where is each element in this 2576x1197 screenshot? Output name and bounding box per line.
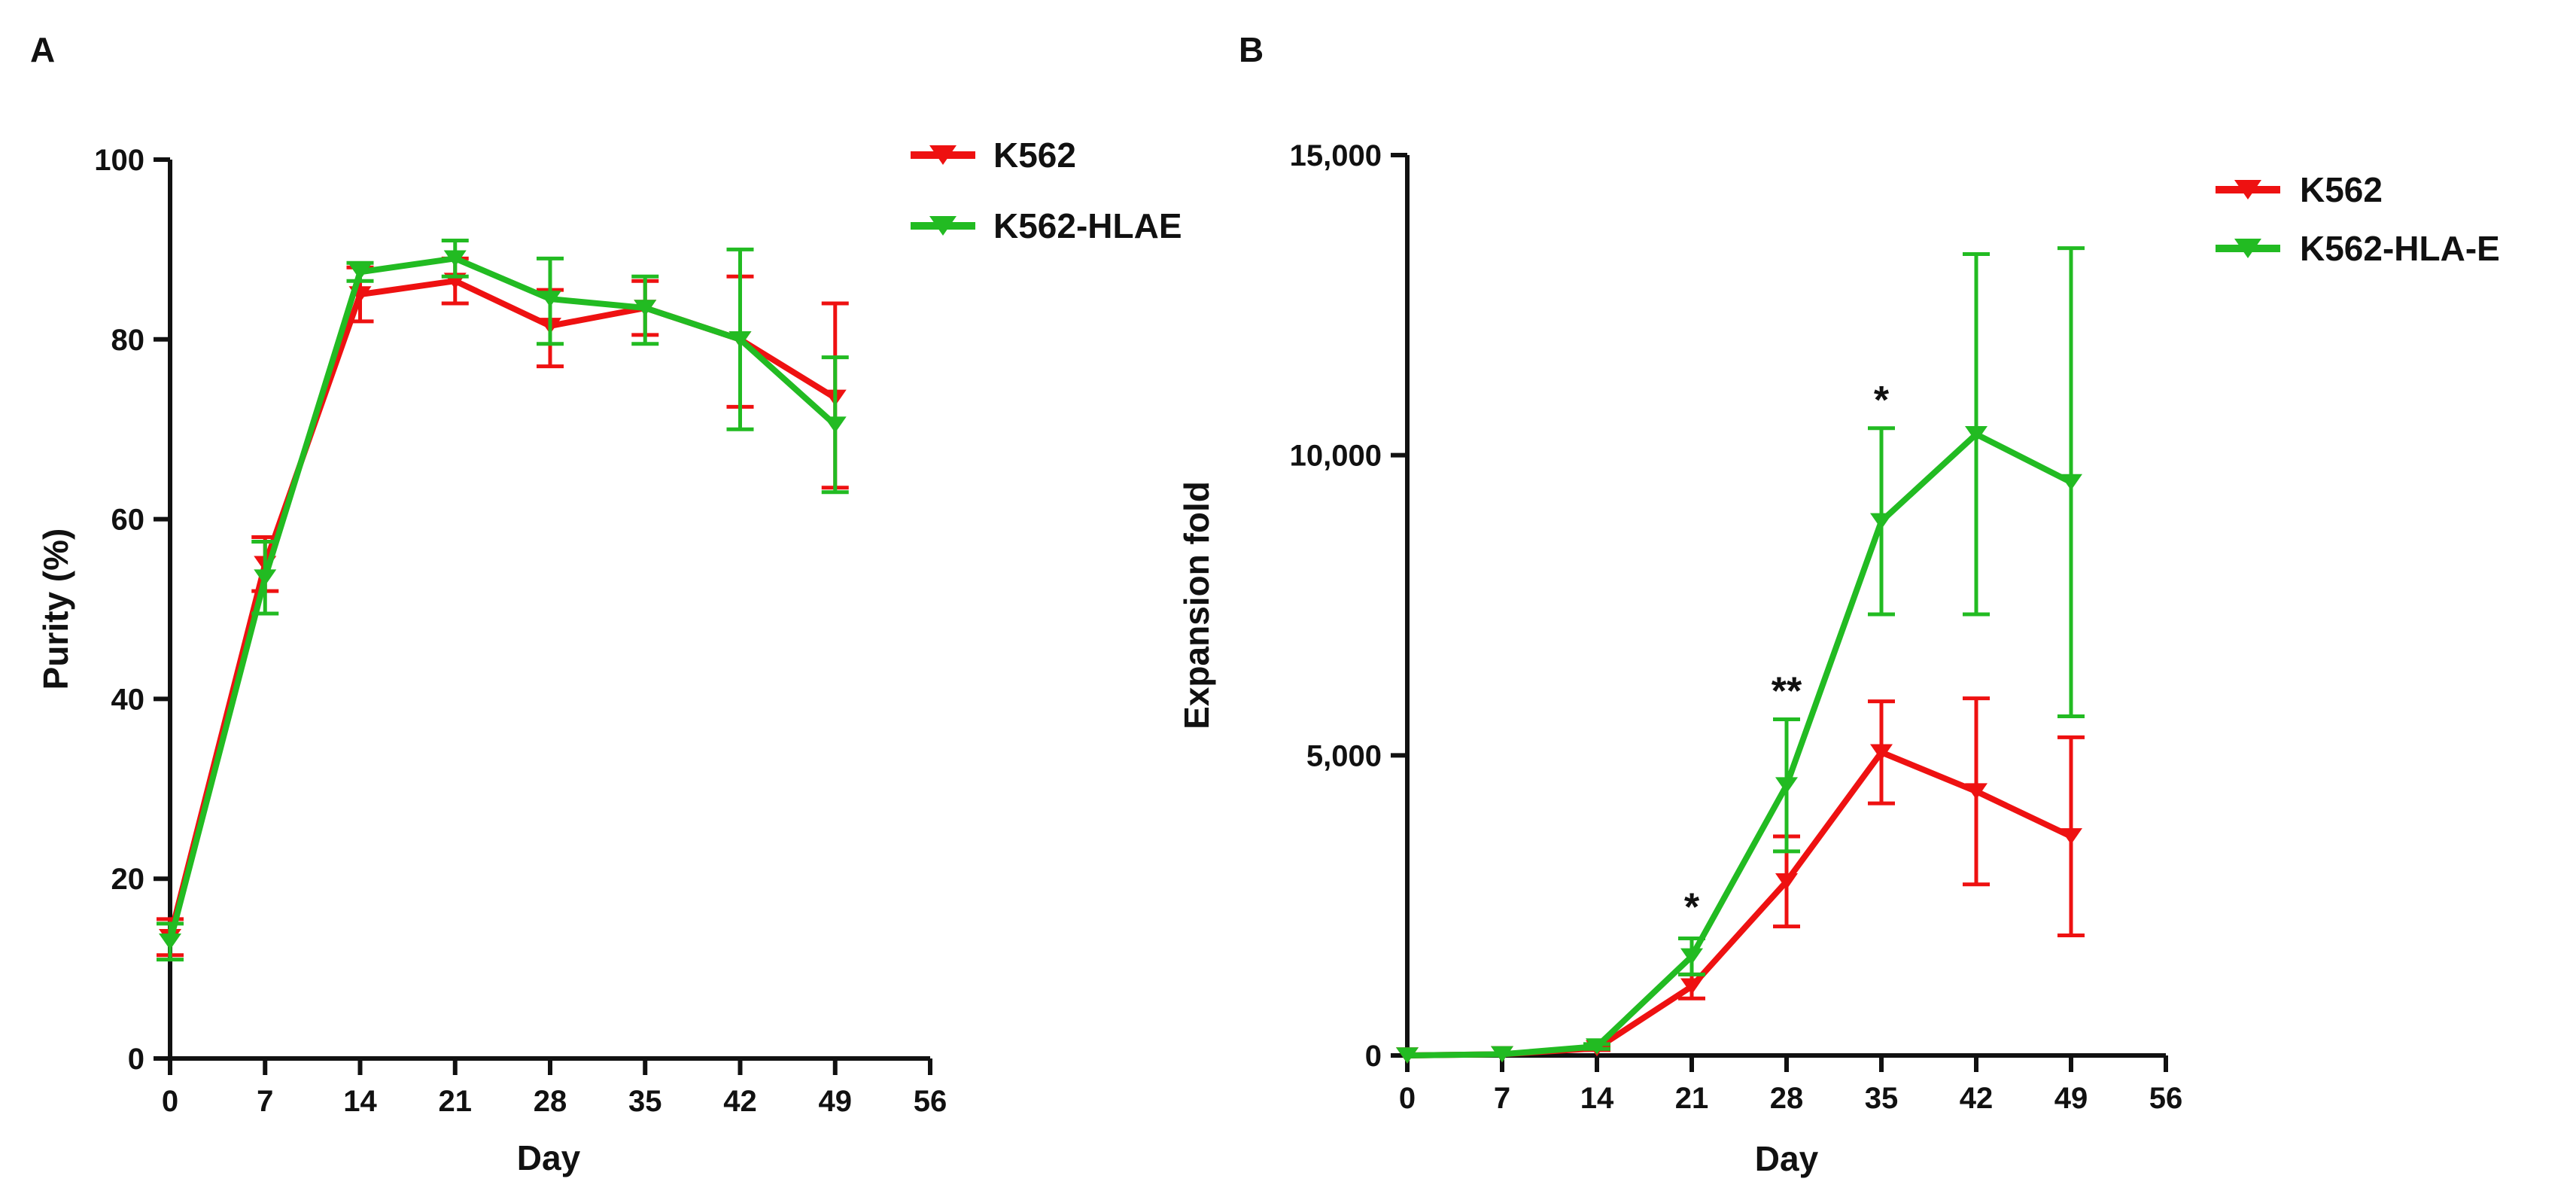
- significance-asterisk: **: [1772, 670, 1802, 714]
- data-point-marker: [1586, 1038, 1608, 1055]
- data-point-marker: [634, 300, 657, 316]
- legend-label: K562-HLAE: [993, 206, 1182, 245]
- y-tick-label: 0: [128, 1043, 144, 1076]
- legend-marker-triangle-down: [929, 145, 956, 165]
- legend-label: K562-HLA-E: [2300, 229, 2500, 268]
- panel-b-x-axis-label: Day: [1755, 1139, 1819, 1178]
- data-point-marker: [728, 331, 752, 348]
- panel-b-ticks: 0 7 14 21 28 35 42 49 56 0 5,000 10,000 15,000: [1290, 139, 2183, 1115]
- panel-b-y-axis-label: Expansion fold: [1177, 481, 1216, 729]
- x-tick-label: 0: [1399, 1082, 1416, 1115]
- significance-asterisk: *: [1684, 886, 1700, 930]
- data-point-marker: [1680, 978, 1703, 995]
- y-tick-label: 15,000: [1290, 139, 1382, 172]
- panel-a-y-axis-label: Purity (%): [36, 528, 75, 690]
- y-tick-label: 100: [94, 144, 144, 177]
- legend-item-k562-hla-e: K562-HLA-E: [2216, 229, 2500, 268]
- data-point-marker: [2060, 828, 2082, 845]
- x-tick-label: 21: [439, 1085, 473, 1118]
- data-point-marker: [1680, 948, 1703, 965]
- x-tick-label: 49: [819, 1085, 853, 1118]
- y-tick-label: 80: [111, 324, 145, 357]
- y-tick-label: 20: [111, 863, 145, 896]
- y-tick-label: 60: [111, 504, 145, 537]
- panel-b-label: B: [1239, 30, 1264, 69]
- panel-a-label: A: [30, 30, 55, 69]
- x-tick-label: 14: [343, 1085, 377, 1118]
- series-line: [1407, 431, 2073, 1058]
- legend-label: K562: [2300, 170, 2383, 209]
- y-tick-label: 5,000: [1306, 739, 1382, 772]
- data-point-marker: [254, 569, 277, 586]
- x-tick-label: 28: [534, 1085, 567, 1118]
- data-point-marker: [823, 416, 847, 434]
- data-point-marker: [1870, 513, 1893, 530]
- significance-asterisk: *: [1874, 379, 1890, 422]
- panel-a: A Purity (%) Day 0 7 14 21 28 35 42 49 56 0 20 40 60…: [30, 30, 1182, 1177]
- series-k562-hlae: [157, 238, 849, 962]
- x-tick-label: 56: [2149, 1082, 2183, 1115]
- legend-marker-triangle-down: [2234, 239, 2261, 258]
- data-point-marker: [539, 291, 561, 307]
- panel-b-plot-area: [1396, 246, 2085, 1064]
- series-k562: [1396, 696, 2085, 1064]
- legend-item-k562: K562: [911, 136, 1076, 175]
- panel-a-x-axis-label: Day: [517, 1138, 581, 1177]
- x-tick-label: 28: [1770, 1082, 1804, 1115]
- x-tick-label: 35: [628, 1085, 662, 1118]
- panel-b-significance-annotations: ****: [1684, 379, 1890, 930]
- x-tick-label: 14: [1580, 1082, 1614, 1115]
- series-line: [167, 255, 838, 943]
- x-tick-label: 49: [2054, 1082, 2088, 1115]
- legend-item-k562-hlae: K562-HLAE: [911, 206, 1182, 245]
- legend-label: K562: [993, 136, 1076, 175]
- data-point-marker: [1870, 744, 1893, 761]
- data-point-marker: [1965, 783, 1988, 800]
- data-point-marker: [443, 250, 467, 267]
- x-tick-label: 7: [1494, 1082, 1510, 1115]
- x-tick-label: 0: [162, 1085, 178, 1118]
- x-tick-label: 21: [1675, 1082, 1709, 1115]
- data-point-marker: [348, 263, 372, 281]
- x-tick-label: 42: [723, 1085, 757, 1118]
- y-tick-label: 0: [1365, 1040, 1382, 1073]
- legend-marker-triangle-down: [929, 216, 956, 236]
- y-tick-label: 10,000: [1290, 440, 1382, 473]
- legend-item-k562: K562: [2216, 170, 2383, 209]
- panel-a-plot-area: [157, 238, 849, 962]
- x-tick-label: 7: [257, 1085, 273, 1118]
- data-point-marker: [1396, 1047, 1419, 1064]
- x-tick-label: 56: [914, 1085, 947, 1118]
- data-point-marker: [1775, 873, 1798, 890]
- data-point-marker: [1491, 1046, 1513, 1063]
- series-line: [1407, 749, 2073, 1058]
- series-line: [167, 278, 837, 938]
- x-tick-label: 35: [1865, 1082, 1899, 1115]
- legend-marker-triangle-down: [2234, 180, 2261, 200]
- data-point-marker: [159, 933, 181, 950]
- panel-a-ticks: 0 7 14 21 28 35 42 49 56 0 20 40 60 80 100: [94, 144, 947, 1118]
- data-point-marker: [1775, 777, 1798, 793]
- series-k562-hla-e: [1396, 246, 2085, 1064]
- x-tick-label: 42: [1960, 1082, 1994, 1115]
- data-point-marker: [1965, 425, 1988, 443]
- y-tick-label: 40: [111, 683, 145, 716]
- data-point-marker: [2060, 474, 2082, 491]
- panel-b-legend: K562 K562-HLA-E: [2216, 170, 2500, 268]
- panel-b: B Expansion fold Day 0 7 14 21 28 35 42 49 56 0 5,…: [1177, 30, 2500, 1178]
- panel-a-legend: K562 K562-HLAE: [911, 136, 1182, 245]
